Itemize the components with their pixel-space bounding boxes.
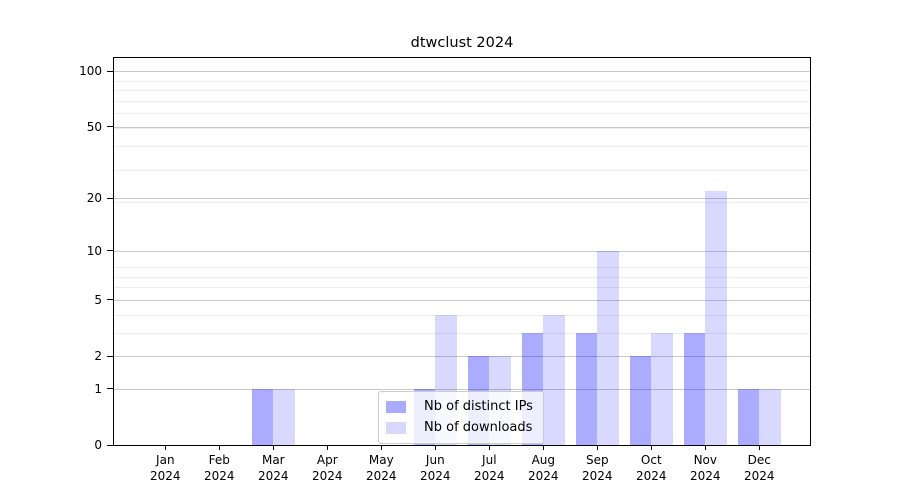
axis-layer: 0 1 2 5 10 20 50 100 Jan 2024 Feb 2024 Mar 2024 Apr 202…	[79, 58, 810, 483]
x-tick-label-aug: Aug 2024	[528, 453, 559, 483]
gridline-minor-60	[114, 113, 810, 115]
y-tick-0	[107, 444, 114, 446]
x-tick-aug	[542, 445, 544, 450]
x-tick-jul	[488, 445, 490, 450]
y-tick-20	[107, 197, 114, 199]
y-tick-label-50: 50	[86, 119, 102, 134]
bar-nb-of-downloads-nov	[705, 191, 727, 445]
x-tick-label-apr: Apr 2024	[312, 453, 343, 483]
gridline-major-20	[114, 198, 810, 200]
x-tick-feb	[218, 445, 220, 450]
gridline-major-10	[114, 250, 810, 252]
x-tick-label-jan: Jan 2024	[150, 453, 181, 483]
x-tick-label-dec: Dec 2024	[744, 453, 775, 483]
legend-item-downloads: Nb of downloads	[386, 419, 533, 436]
bar-nb-of-distinct-ips-sep	[575, 332, 598, 445]
y-tick-label-1: 1	[94, 381, 102, 396]
y-tick-label-10: 10	[86, 243, 102, 258]
y-tick-label-100: 100	[79, 64, 102, 79]
bar-nb-of-distinct-ips-dec	[737, 388, 760, 445]
chart-title: dtwclust 2024	[410, 35, 514, 51]
x-tick-oct	[650, 445, 652, 450]
gridline-major-2	[114, 356, 810, 357]
x-tick-label-oct: Oct 2024	[636, 453, 667, 483]
legend-label-distinct-ips: Nb of distinct IPs	[424, 399, 533, 414]
x-tick-label-sep: Sep 2024	[582, 453, 613, 483]
y-tick-label-0: 0	[94, 438, 102, 452]
x-tick-label-jul: Jul 2024	[474, 453, 505, 483]
bar-nb-of-downloads-dec	[759, 388, 781, 445]
bar-nb-of-downloads-oct	[651, 332, 673, 445]
bar-nb-of-distinct-ips-oct	[629, 356, 652, 445]
gridline-minor-8	[114, 276, 810, 278]
bar-nb-of-downloads-sep	[597, 250, 619, 445]
bar-nb-of-distinct-ips-mar	[251, 388, 274, 445]
y-tick-label-20: 20	[86, 191, 102, 206]
bar-nb-of-downloads-aug	[543, 314, 565, 445]
gridline-minor-9	[114, 267, 810, 268]
x-tick-jan	[164, 445, 166, 450]
gridline-minor-20	[114, 202, 810, 204]
y-tick-100	[107, 70, 114, 72]
x-tick-nov	[704, 445, 706, 450]
legend-swatch-downloads	[386, 421, 406, 434]
x-tick-sep	[596, 445, 598, 450]
gridline-minor-90	[114, 80, 810, 82]
bar-nb-of-distinct-ips-nov	[683, 332, 706, 445]
y-tick-label-5: 5	[94, 292, 102, 307]
gridline-minor-7	[114, 287, 810, 289]
x-tick-label-nov: Nov 2024	[690, 453, 721, 483]
gridline-major-100	[114, 71, 810, 73]
gridline-minor-80	[114, 90, 810, 91]
x-tick-label-jun: Jun 2024	[420, 453, 451, 483]
gridline-minor-5	[114, 314, 810, 316]
bar-nb-of-downloads-mar	[273, 388, 295, 445]
x-tick-mar	[272, 445, 274, 450]
gridline-minor-4	[114, 332, 810, 334]
x-tick-dec	[758, 445, 760, 450]
x-tick-label-feb: Feb 2024	[204, 453, 235, 483]
y-tick-10	[107, 250, 114, 252]
y-tick-label-2: 2	[94, 349, 102, 363]
x-tick-may	[380, 445, 382, 450]
y-tick-2	[107, 355, 114, 357]
gridline-minor-40	[114, 146, 810, 148]
plot-area: 0 1 2 5 10 20 50 100 Jan 2024 Feb 2024 Mar 2024 Apr 202…	[79, 57, 811, 483]
y-tick-1	[107, 388, 114, 390]
gridline-major-5	[114, 299, 810, 301]
gridline-minor-30	[114, 169, 810, 171]
x-tick-apr	[326, 445, 328, 450]
x-tick-label-mar: Mar 2024	[258, 453, 289, 483]
gridline-major-50	[114, 126, 810, 128]
gridline-major-1	[114, 388, 810, 390]
legend-item-distinct-ips: Nb of distinct IPs	[386, 398, 533, 415]
gridline-minor-70	[114, 100, 810, 102]
legend-label-downloads: Nb of downloads	[424, 420, 533, 435]
y-tick-5	[107, 299, 114, 301]
grid-layer	[114, 58, 810, 445]
x-tick-jun	[434, 445, 436, 450]
gridline-minor-50	[114, 128, 810, 130]
y-tick-50	[107, 126, 114, 127]
legend: Nb of distinct IPs Nb of downloads	[378, 391, 544, 444]
legend-swatch-distinct-ips	[386, 400, 406, 413]
x-tick-label-may: May 2024	[366, 453, 397, 483]
